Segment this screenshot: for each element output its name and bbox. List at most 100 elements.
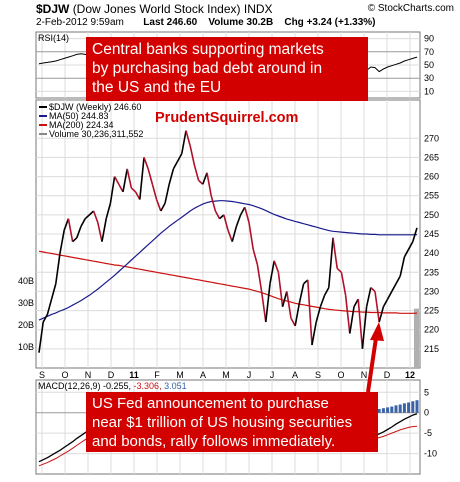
macd-legend-histogram: 3.051: [164, 381, 187, 391]
macd-histogram-bar: [402, 403, 406, 413]
price-segment: [92, 210, 99, 223]
price-segment: [59, 230, 65, 254]
price-tick-245: 245: [424, 229, 439, 239]
price-tick-270: 270: [424, 133, 439, 143]
price-segment: [38, 321, 44, 353]
price-tick-265: 265: [424, 152, 439, 162]
x-tick-label-14: N: [361, 370, 368, 380]
ma50-line: [38, 200, 418, 321]
price-segment: [227, 229, 233, 242]
x-tick-label-12: S: [315, 370, 321, 380]
last-value: 246.60: [166, 17, 198, 28]
price-segment: [391, 283, 397, 292]
price-segment: [265, 283, 271, 323]
volume-tick-20B: 20B: [18, 320, 34, 330]
price-segment: [155, 199, 162, 212]
price-segment: [168, 168, 175, 185]
price-segment: [181, 130, 187, 154]
price-segment: [109, 176, 116, 204]
bottom-note-line-2: and bonds, rally follows immediately.: [92, 433, 335, 450]
top-note-line-2: the US and the EU: [92, 79, 221, 96]
x-tick-label-6: M: [176, 370, 184, 380]
price-segment: [412, 227, 418, 242]
watermark: © StockCharts.com: [367, 3, 454, 14]
macd-legend-macd: MACD(12,26,9) -0.255,: [38, 381, 134, 391]
price-segment: [353, 298, 359, 308]
macd-histogram-bar: [377, 409, 381, 413]
price-segment: [256, 264, 263, 292]
price-tick-225: 225: [424, 306, 439, 316]
price-segment: [340, 272, 347, 296]
price-segment: [399, 256, 406, 277]
volume-bar: [414, 308, 419, 368]
price-tick-235: 235: [424, 267, 439, 277]
price-segment: [76, 226, 82, 239]
macd-histogram-bar: [415, 400, 419, 413]
price-segment: [395, 275, 401, 285]
price-segment: [139, 157, 145, 200]
price-segment: [244, 206, 250, 223]
macd-histogram-bar: [411, 401, 415, 413]
rsi-tick-70: 70: [424, 47, 434, 57]
price-segment: [307, 279, 313, 346]
price-segment: [290, 317, 296, 327]
price-segment: [239, 206, 246, 216]
price-segment: [332, 237, 338, 269]
top-note-box: [86, 37, 368, 101]
x-tick-label-4: 11: [129, 370, 139, 380]
index-name: (Dow Jones World Stock Index): [72, 2, 241, 16]
price-segment: [374, 291, 380, 323]
price-segment: [294, 302, 301, 327]
legend-entry-1: MA(50) 244.83: [49, 111, 109, 121]
x-tick-label-5: F: [154, 370, 160, 380]
macd-tick-5: 5: [424, 387, 429, 397]
macd-histogram-bar: [407, 402, 411, 413]
price-segment: [328, 237, 334, 288]
x-tick-label-13: O: [337, 370, 344, 380]
last-label: Last: [143, 17, 164, 28]
price-segment: [219, 214, 225, 220]
legend-entry-0: $DJW (Weekly) 246.60: [49, 102, 141, 112]
price-segment: [130, 187, 137, 193]
price-segment: [344, 295, 351, 334]
price-segment: [210, 195, 217, 212]
price-segment: [42, 314, 49, 323]
price-tick-215: 215: [424, 344, 439, 354]
price-segment: [122, 168, 128, 193]
top-note-line-1: by purchasing bad debt around in: [92, 60, 322, 77]
price-segment: [143, 157, 149, 170]
x-tick-label-7: A: [200, 370, 206, 380]
price-segment: [323, 287, 330, 296]
price-segment: [189, 145, 196, 166]
price-segment: [198, 179, 204, 185]
x-tick-label-1: O: [61, 370, 68, 380]
price-segment: [193, 164, 200, 181]
price-segment: [407, 241, 414, 250]
price-segment: [84, 214, 90, 220]
price-segment: [50, 283, 57, 300]
volume-tick-30B: 30B: [18, 298, 34, 308]
bottom-note-box: [86, 392, 378, 452]
price-segment: [164, 184, 170, 204]
price-segment: [55, 253, 61, 284]
price-segment: [67, 218, 74, 242]
x-tick-label-9: J: [247, 370, 252, 380]
price-segment: [273, 260, 280, 273]
price-segment: [206, 172, 212, 196]
x-tick-label-10: J: [270, 370, 275, 380]
price-segment: [88, 210, 95, 216]
chart-header-title: $DJW (Dow Jones World Stock Index) INDX: [36, 2, 273, 16]
price-segment: [97, 222, 103, 242]
price-tick-220: 220: [424, 325, 439, 335]
price-segment: [231, 226, 238, 242]
price-segment: [286, 291, 292, 319]
price-segment: [370, 287, 376, 293]
price-segment: [223, 214, 229, 231]
price-segment: [80, 218, 86, 227]
price-segment: [252, 249, 259, 265]
price-segment: [357, 299, 364, 349]
price-segment: [378, 306, 385, 323]
macd-tick--5: -5: [424, 428, 432, 438]
